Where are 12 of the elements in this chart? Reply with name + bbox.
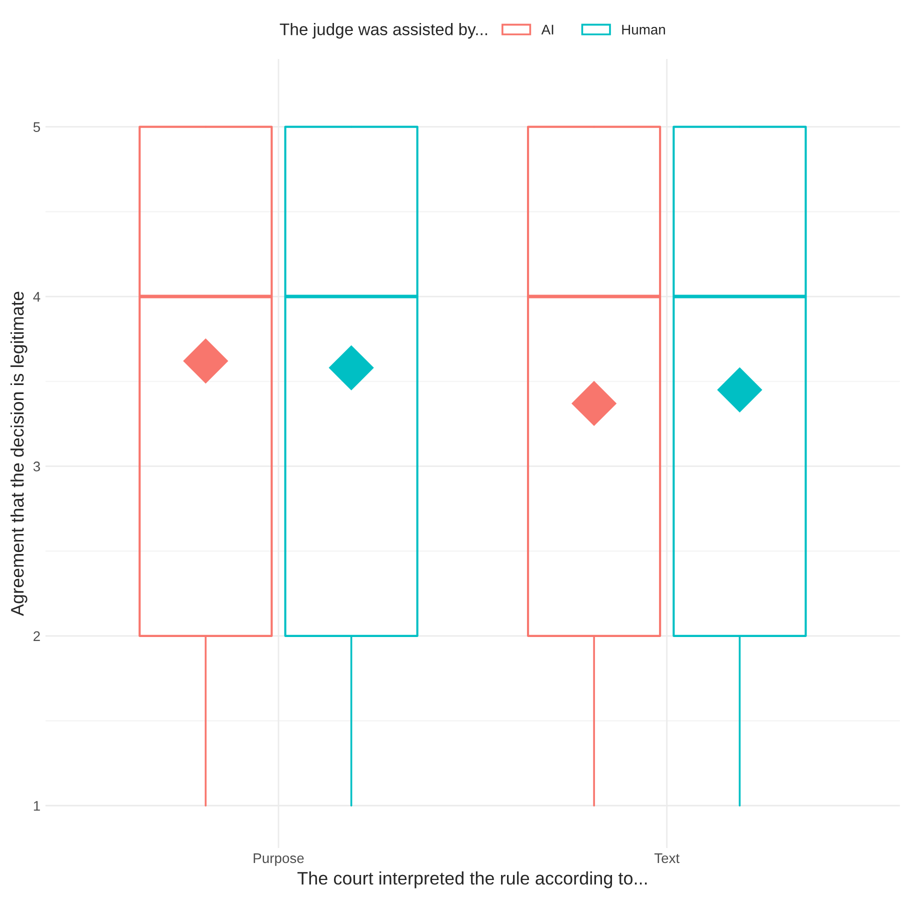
y-tick-label: 3	[33, 462, 40, 472]
y-tick-label: 2	[34, 631, 40, 641]
legend-label: AI	[541, 24, 554, 34]
y-tick-label: 4	[33, 292, 40, 302]
legend-title: The judge was assisted by...	[280, 23, 488, 39]
y-tick-label: 5	[33, 122, 40, 132]
x-axis-title: The court interpreted the rule according to...	[297, 871, 647, 888]
y-axis-title: Agreement that the decision is legitimate	[10, 292, 28, 616]
legend-label: Human	[622, 24, 665, 35]
x-tick-label: Purpose	[254, 853, 304, 866]
y-tick-label: 1	[34, 801, 40, 811]
x-tick-label: Text	[654, 853, 680, 864]
